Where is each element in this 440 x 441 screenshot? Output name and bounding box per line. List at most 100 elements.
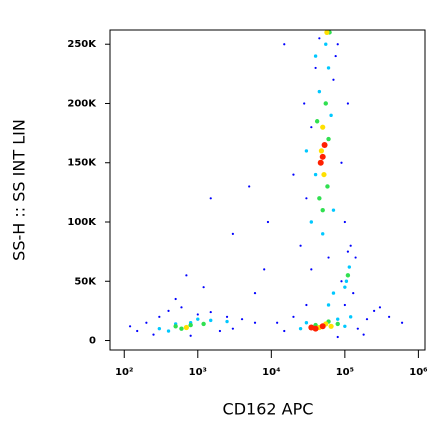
point xyxy=(152,333,155,336)
point xyxy=(346,102,349,105)
point xyxy=(308,324,315,331)
point xyxy=(202,286,205,289)
point xyxy=(304,321,309,325)
point xyxy=(209,197,212,200)
point xyxy=(305,303,308,307)
point xyxy=(319,323,326,330)
point xyxy=(317,89,322,94)
point xyxy=(347,265,352,269)
y-tick-label: 0 xyxy=(89,336,96,347)
point xyxy=(323,101,328,106)
point xyxy=(365,318,369,321)
point xyxy=(328,323,334,329)
point xyxy=(231,232,234,235)
y-tick-label: 200K xyxy=(67,98,97,109)
point xyxy=(336,335,339,339)
point xyxy=(283,43,286,46)
point xyxy=(189,334,192,337)
point xyxy=(313,172,318,177)
point xyxy=(336,317,340,321)
point xyxy=(283,329,286,333)
point xyxy=(310,268,313,271)
point xyxy=(356,327,359,330)
point xyxy=(266,220,270,224)
point xyxy=(336,43,339,46)
point xyxy=(314,119,320,124)
point xyxy=(174,297,177,301)
point xyxy=(292,315,295,318)
point xyxy=(320,124,326,130)
point xyxy=(209,310,212,314)
y-tick-label: 150K xyxy=(67,158,97,169)
point xyxy=(157,326,162,331)
point xyxy=(173,324,178,329)
point xyxy=(318,37,321,40)
point xyxy=(331,208,336,212)
x-tick-label: 10⁴ xyxy=(262,367,280,378)
point xyxy=(240,318,244,321)
point xyxy=(349,244,352,247)
point xyxy=(309,220,314,224)
x-tick-label: 10³ xyxy=(189,367,207,378)
point xyxy=(188,322,193,328)
point xyxy=(263,268,266,271)
y-axis-title: SS-H :: SS INT LIN xyxy=(10,119,29,261)
point xyxy=(343,324,347,328)
point xyxy=(352,292,355,295)
y-tick-label: 100K xyxy=(67,217,97,228)
point xyxy=(346,250,349,253)
point xyxy=(276,321,279,324)
point xyxy=(303,102,306,105)
point xyxy=(167,309,170,312)
point xyxy=(183,324,189,331)
point xyxy=(321,141,328,148)
point xyxy=(292,173,295,176)
point xyxy=(354,256,357,259)
y-tick-label: 250K xyxy=(67,39,97,50)
point xyxy=(319,153,326,160)
point xyxy=(253,292,257,295)
point xyxy=(340,161,343,164)
point xyxy=(209,318,213,323)
point xyxy=(327,256,330,259)
points xyxy=(128,29,404,339)
point xyxy=(179,326,184,331)
x-tick-label: 10⁶ xyxy=(409,367,427,378)
point xyxy=(298,326,303,331)
point xyxy=(334,54,337,58)
point xyxy=(326,66,331,70)
point xyxy=(378,306,382,309)
point xyxy=(196,313,199,316)
point xyxy=(313,54,318,58)
point xyxy=(332,78,335,81)
point xyxy=(343,285,347,289)
point xyxy=(310,126,313,129)
point xyxy=(344,279,349,283)
point xyxy=(317,196,322,201)
point xyxy=(321,171,327,178)
point xyxy=(185,274,188,277)
point xyxy=(320,207,325,213)
point xyxy=(388,315,391,318)
point xyxy=(304,149,309,153)
point xyxy=(340,280,343,283)
point xyxy=(329,113,333,118)
point xyxy=(331,291,336,295)
point xyxy=(218,329,222,333)
point xyxy=(136,329,139,333)
point xyxy=(317,159,324,166)
point xyxy=(326,136,331,142)
point xyxy=(225,319,229,324)
point xyxy=(348,315,353,319)
point xyxy=(253,321,257,324)
point xyxy=(128,325,132,328)
point xyxy=(196,317,200,321)
point xyxy=(400,321,404,324)
point xyxy=(324,42,328,46)
point xyxy=(318,148,325,154)
point xyxy=(145,321,148,324)
x-tick-label: 10⁵ xyxy=(336,367,354,378)
point xyxy=(248,185,251,188)
point xyxy=(324,29,330,35)
